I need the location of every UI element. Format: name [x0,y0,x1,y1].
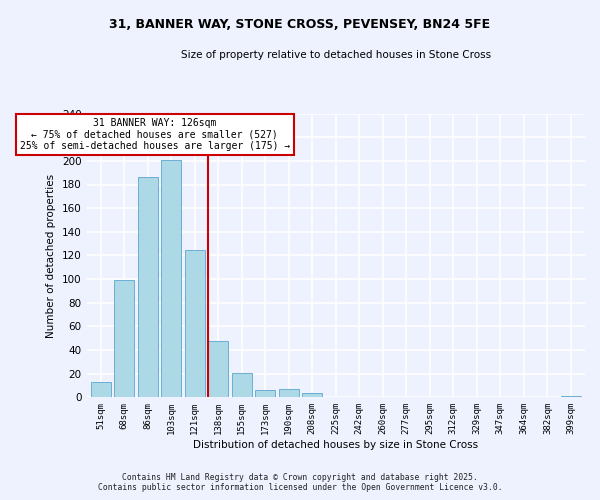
Bar [161,160,181,398]
Bar [137,178,158,398]
Bar [279,389,299,398]
Bar [185,250,205,398]
Bar [255,390,275,398]
Bar [208,340,228,398]
Bar [232,372,251,398]
Text: 31, BANNER WAY, STONE CROSS, PEVENSEY, BN24 5FE: 31, BANNER WAY, STONE CROSS, PEVENSEY, B… [109,18,491,30]
Title: Size of property relative to detached houses in Stone Cross: Size of property relative to detached ho… [181,50,491,60]
Y-axis label: Number of detached properties: Number of detached properties [46,174,56,338]
Text: 31 BANNER WAY: 126sqm
← 75% of detached houses are smaller (527)
25% of semi-det: 31 BANNER WAY: 126sqm ← 75% of detached … [20,118,290,152]
X-axis label: Distribution of detached houses by size in Stone Cross: Distribution of detached houses by size … [193,440,478,450]
Bar [302,392,322,398]
Text: Contains HM Land Registry data © Crown copyright and database right 2025.
Contai: Contains HM Land Registry data © Crown c… [98,473,502,492]
Bar [91,382,110,398]
Bar [561,396,581,398]
Bar [114,280,134,398]
